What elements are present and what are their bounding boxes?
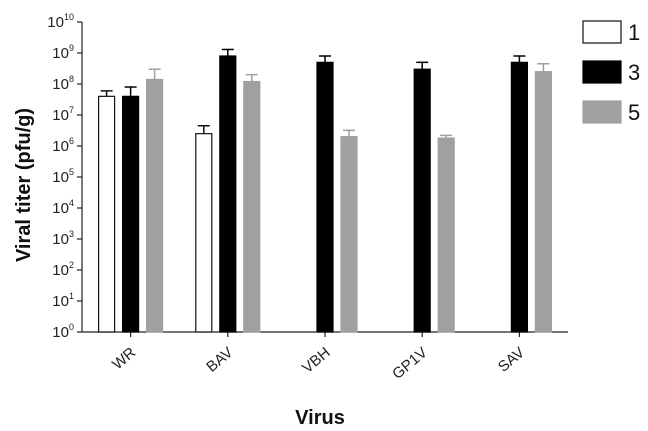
bar-5-SAV (534, 71, 553, 333)
y-tick-label: 100 (52, 322, 74, 341)
legend-swatch-1 (582, 20, 622, 44)
bar-5-GP1V (437, 137, 455, 333)
bar-1-BAV (195, 133, 213, 333)
legend-label-5: 5 (628, 100, 640, 125)
bars (97, 48, 553, 333)
x-axis: WR BAV VBH GP1V SAV (82, 331, 568, 383)
bar-3-SAV (510, 61, 528, 333)
y-axis-title: Viral titer (pfu/g) (13, 108, 35, 262)
legend-swatch-3 (582, 60, 622, 84)
legend-label-3: 3 (628, 60, 640, 85)
y-tick-label: 105 (52, 167, 74, 186)
y-tick-label: 103 (52, 229, 74, 248)
legend-label-1: 1 (628, 20, 640, 45)
y-tick-label: 107 (52, 105, 74, 124)
y-axis: 100 101 102 103 104 105 106 107 108 109 1010 (47, 12, 83, 341)
x-category-label: GP1V (389, 344, 431, 383)
y-tick-label: 106 (52, 136, 74, 155)
bar-3-VBH (316, 61, 334, 333)
bar-3-WR (121, 95, 140, 333)
bar-3-BAV (219, 55, 237, 333)
x-category-label: SAV (495, 344, 528, 376)
y-tick-label: 109 (52, 43, 74, 62)
x-category-label: BAV (203, 344, 236, 376)
x-category-label: WR (109, 344, 139, 373)
legend: 1 3 5 (582, 20, 640, 125)
legend-swatch-5 (582, 100, 622, 124)
bar-3-GP1V (413, 68, 431, 333)
x-axis-title: Virus (295, 407, 345, 429)
bar-5-BAV (243, 80, 261, 333)
y-tick-label: 102 (52, 260, 74, 279)
x-category-label: VBH (299, 344, 334, 377)
bar-1-WR (97, 95, 116, 333)
y-tick-label: 108 (52, 74, 74, 93)
y-tick-label: 101 (52, 291, 74, 310)
bar-5-VBH (340, 136, 358, 333)
y-tick-label: 104 (52, 198, 74, 217)
y-tick-label: 1010 (47, 12, 74, 31)
bar-5-WR (146, 78, 164, 333)
